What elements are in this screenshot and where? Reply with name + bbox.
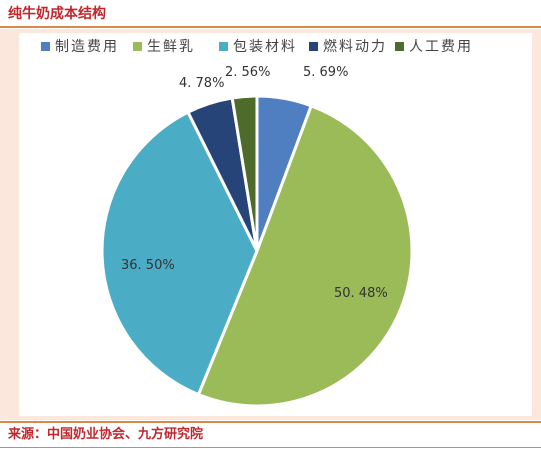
- legend-label-4: 人工费用: [409, 39, 473, 55]
- legend-label-3: 燃料动力: [323, 38, 387, 55]
- legend-swatch-4: [395, 42, 404, 51]
- legend-item-3: 燃料动力: [309, 38, 387, 55]
- data-label-0: 5. 69%: [303, 65, 348, 80]
- legend-label-1: 生鲜乳: [147, 39, 195, 55]
- pie-chart: 制造费用 生鲜乳 包装材料 燃料动力 人工费用 5. 69% 50. 48% 36. 50%…: [41, 38, 473, 408]
- data-label-4: 2. 56%: [225, 65, 270, 80]
- footer-divider: [0, 421, 541, 423]
- pie-slice-2: [100, 110, 259, 397]
- pie-slices: [100, 94, 414, 408]
- legend-item-2: 包装材料: [219, 39, 297, 55]
- source-note: 来源：中国奶业协会、九方研究院: [8, 427, 204, 442]
- legend-swatch-1: [133, 42, 142, 51]
- header-divider: [0, 26, 541, 28]
- legend-swatch-2: [219, 42, 228, 51]
- legend-item-1: 生鲜乳: [133, 39, 195, 55]
- legend-item-0: 制造费用: [41, 39, 119, 55]
- legend-swatch-0: [41, 42, 50, 51]
- pie-slice-1: [196, 103, 414, 408]
- legend-label-0: 制造费用: [55, 39, 119, 55]
- data-label-1: 50. 48%: [334, 286, 388, 301]
- footer-rule: [0, 447, 541, 448]
- legend-swatch-3: [309, 42, 318, 51]
- chart-legend: 制造费用 生鲜乳 包装材料 燃料动力 人工费用: [41, 38, 473, 55]
- data-label-3: 4. 78%: [179, 76, 224, 91]
- legend-item-4: 人工费用: [395, 39, 473, 55]
- data-label-2: 36. 50%: [121, 258, 175, 273]
- legend-label-2: 包装材料: [233, 39, 297, 55]
- chart-title: 纯牛奶成本结构: [8, 6, 106, 22]
- pie-data-labels: 5. 69% 50. 48% 36. 50% 4. 78%2. 56%: [121, 65, 388, 301]
- pie-slice-4: [230, 94, 259, 252]
